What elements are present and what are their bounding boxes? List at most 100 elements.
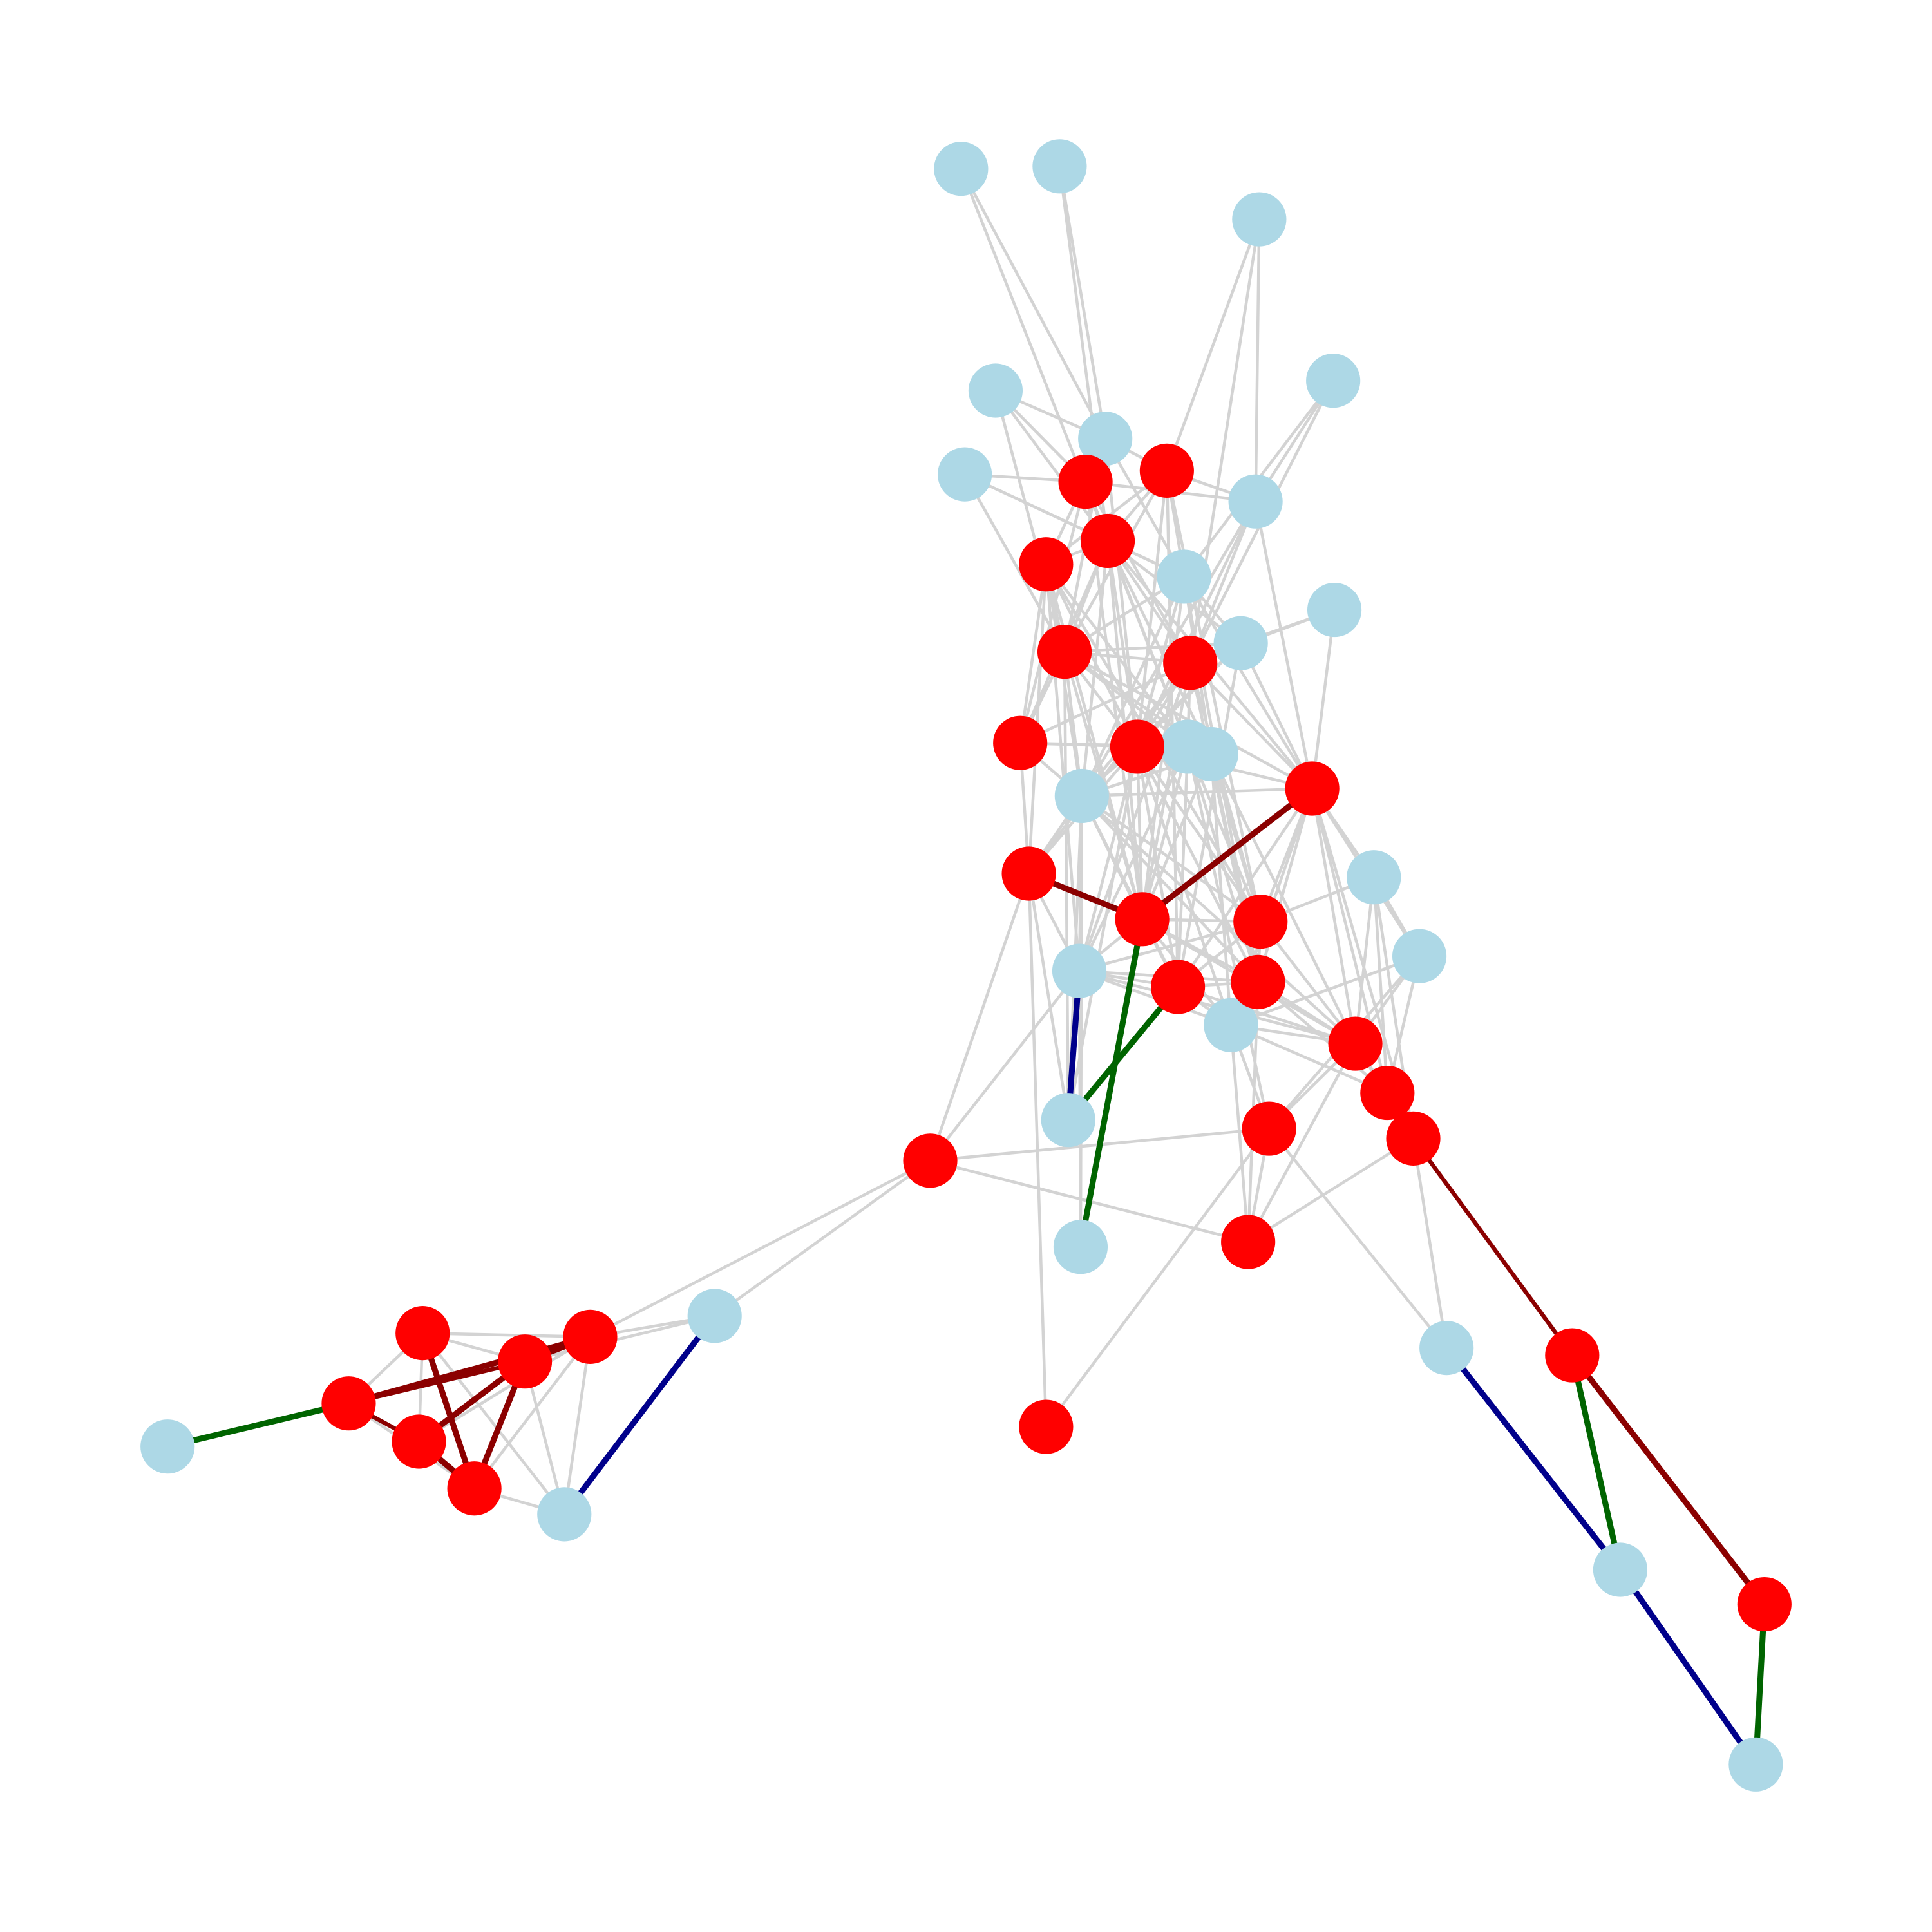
- edge-B8-R9: [1254, 500, 1314, 790]
- edge-R22-B25-highlight: [1569, 1352, 1624, 1573]
- edge-B3-B8: [1254, 218, 1261, 503]
- edge-R22-R23-highlight: [1569, 1352, 1768, 1607]
- edge-R13-B19-highlight: [1065, 983, 1181, 1123]
- edge-R4-R7: [1018, 563, 1048, 744]
- node-b25: [1593, 1542, 1648, 1597]
- edge-R8-B17: [1077, 745, 1139, 972]
- node-b6: [1078, 412, 1133, 466]
- node-b18: [1204, 998, 1258, 1052]
- node-b24: [140, 1419, 195, 1474]
- edge-B12-B17: [1077, 745, 1189, 972]
- edge-R6-R7: [1018, 661, 1192, 744]
- edge-R9-R15: [1311, 787, 1357, 1045]
- node-r25: [497, 1334, 553, 1389]
- edge-B2-B6: [1058, 165, 1107, 440]
- node-b26: [1728, 1737, 1783, 1792]
- node-r8: [1110, 719, 1165, 774]
- node-b14: [1054, 768, 1109, 824]
- edge-R24-B23: [421, 1331, 566, 1516]
- edge-B10-R5: [1063, 641, 1242, 654]
- node-r10: [1001, 846, 1056, 901]
- edge-R4-R10: [1027, 563, 1048, 875]
- edge-R8-R11: [1135, 745, 1144, 921]
- node-r15: [1328, 1016, 1383, 1071]
- node-b16: [1392, 929, 1447, 983]
- edge-B13-R15: [1209, 752, 1357, 1045]
- node-b3: [1232, 192, 1287, 247]
- node-r7: [993, 715, 1048, 770]
- edge-B15-R16: [1372, 875, 1389, 1095]
- edge-R6-B17: [1077, 661, 1192, 972]
- node-b5: [968, 363, 1023, 418]
- node-b19: [1041, 1093, 1095, 1148]
- edge-R17-B21: [1412, 1137, 1448, 1350]
- edge-B14-R9: [1080, 787, 1314, 798]
- node-r6: [1163, 636, 1218, 690]
- edge-R10-B19: [1027, 872, 1070, 1122]
- edge-B13-R12: [1209, 752, 1262, 923]
- node-r1: [1058, 454, 1113, 509]
- edge-R19-B22: [713, 1159, 932, 1318]
- node-r23: [1737, 1577, 1792, 1632]
- node-b15: [1347, 850, 1401, 905]
- node-r18: [1242, 1101, 1296, 1156]
- edge-R6-R9: [1188, 661, 1314, 790]
- edge-B24-R27-highlight: [164, 1400, 352, 1450]
- edge-R26-R29: [473, 1335, 592, 1490]
- edges-highlighted-group: [164, 785, 1768, 1768]
- node-b4: [1306, 354, 1361, 408]
- edge-B9-R9: [1182, 575, 1314, 790]
- node-r12: [1233, 895, 1288, 949]
- node-r22: [1545, 1328, 1600, 1383]
- node-r5: [1037, 625, 1092, 679]
- node-r3: [1080, 513, 1135, 569]
- edges-default-group: [347, 165, 1448, 1516]
- edge-B11-R9: [1311, 608, 1336, 790]
- edge-B9-B14: [1080, 575, 1186, 798]
- edge-B9-R8: [1135, 575, 1186, 748]
- node-b11: [1307, 582, 1362, 638]
- edge-R24-R29-highlight: [419, 1330, 478, 1492]
- node-r11: [1115, 892, 1170, 947]
- node-b2: [1032, 139, 1087, 194]
- edge-B1-B6: [960, 167, 1107, 440]
- node-r24: [395, 1306, 450, 1361]
- edge-R17-R20: [1246, 1137, 1415, 1244]
- edge-R13-R15: [1176, 985, 1357, 1045]
- node-r19: [903, 1133, 958, 1188]
- edge-B21-B25-highlight: [1443, 1345, 1624, 1573]
- edge-B18-R16: [1229, 1023, 1389, 1095]
- edge-R26-B23: [563, 1335, 592, 1516]
- node-b17: [1052, 943, 1107, 998]
- edge-R10-R19: [929, 872, 1030, 1162]
- edge-R18-B21: [1267, 1127, 1448, 1350]
- edge-R1-R6: [1084, 480, 1192, 665]
- node-b9: [1157, 549, 1211, 604]
- edge-R24-R26: [421, 1331, 592, 1339]
- edge-B3-R2: [1165, 218, 1261, 473]
- edge-B13-R11: [1141, 752, 1213, 921]
- edge-R9-R14: [1256, 787, 1314, 984]
- edge-R28-R26: [417, 1335, 592, 1443]
- edge-R11-R9-highlight: [1139, 785, 1316, 922]
- node-b8: [1228, 474, 1283, 529]
- node-b23: [537, 1487, 592, 1542]
- edge-B16-B18: [1229, 954, 1421, 1027]
- node-b10: [1213, 616, 1268, 670]
- edge-R19-R26: [589, 1159, 932, 1339]
- edge-R25-B22: [523, 1314, 716, 1363]
- node-r2: [1139, 443, 1194, 498]
- edge-B7-R5: [963, 473, 1066, 654]
- node-r13: [1150, 960, 1206, 1014]
- node-r21: [1019, 1399, 1074, 1454]
- node-r4: [1019, 537, 1074, 592]
- node-r27: [321, 1376, 376, 1431]
- edge-R12-B17: [1077, 920, 1262, 972]
- node-b21: [1419, 1321, 1474, 1376]
- node-r20: [1221, 1215, 1276, 1269]
- edge-B12-R11: [1141, 745, 1189, 921]
- node-b20: [1053, 1220, 1108, 1274]
- node-r9: [1285, 761, 1340, 816]
- node-b22: [687, 1289, 742, 1343]
